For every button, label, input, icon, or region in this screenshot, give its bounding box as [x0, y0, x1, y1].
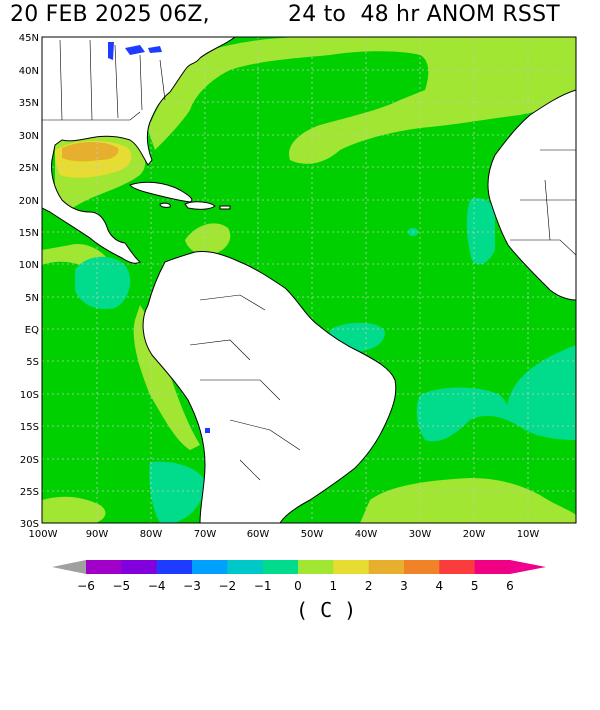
colorbar-swatch — [121, 560, 158, 574]
lat-label: 5S — [26, 357, 39, 368]
lat-label: 10S — [20, 390, 39, 401]
lat-label: 45N — [19, 33, 39, 44]
cuba — [129, 181, 193, 203]
lat-label: 35N — [19, 98, 39, 109]
africa — [487, 89, 576, 301]
lon-label: 80W — [140, 529, 163, 540]
colorbar-high-arrow — [510, 560, 546, 574]
lat-label: 20S — [20, 455, 39, 466]
colorbar-unit: ( C ) — [296, 598, 357, 622]
lat-label: 40N — [19, 66, 39, 77]
colorbar-swatch — [156, 560, 193, 574]
colorbar-swatch — [227, 560, 264, 574]
colorbar-tick-label: 6 — [506, 579, 514, 593]
lat-label: 30S — [20, 519, 39, 530]
lat-label: 15N — [19, 228, 39, 239]
colorbar-tick-label: −3 — [183, 579, 201, 593]
lat-label: EQ — [25, 325, 39, 336]
puerto-rico — [219, 205, 231, 210]
region-neg1-0-west-africa — [466, 198, 495, 265]
lon-label: 90W — [86, 529, 109, 540]
lake-titicaca — [205, 428, 210, 433]
colorbar-tick-label: 3 — [400, 579, 408, 593]
south-america — [142, 251, 397, 523]
colorbar: −6 −5 −4 −3 −2 −1 0 1 2 3 4 5 6 — [52, 560, 546, 593]
lon-label: 30W — [409, 529, 432, 540]
lon-label: 10W — [517, 529, 540, 540]
region-neg1-0-southeast-pacific — [149, 461, 205, 523]
longitude-axis: 100W 90W 80W 70W 60W 50W 40W 30W 20W 10W — [29, 529, 540, 540]
anomaly-map — [42, 37, 576, 523]
great-lakes-3 — [148, 46, 162, 53]
lakes — [108, 42, 210, 433]
region-1-2-south-atlantic — [360, 478, 576, 523]
region-neg1-0-pacific — [75, 256, 131, 310]
north-america — [42, 37, 236, 264]
lon-label: 70W — [194, 529, 217, 540]
colorbar-tick-label: 1 — [330, 579, 338, 593]
lon-label: 50W — [301, 529, 324, 540]
lon-label: 100W — [29, 529, 58, 540]
colorbar-tick-label: 5 — [471, 579, 479, 593]
lat-label: 25S — [20, 487, 39, 498]
colorbar-tick-label: −2 — [218, 579, 236, 593]
lat-label: 10N — [19, 260, 39, 271]
colorbar-tick-label: −1 — [254, 579, 272, 593]
colorbar-tick-label: 2 — [365, 579, 373, 593]
lon-label: 60W — [247, 529, 270, 540]
colorbar-swatch — [192, 560, 228, 574]
colorbar-swatch — [474, 560, 511, 574]
colorbar-swatches — [86, 560, 511, 574]
title-range: 24 to 48 hr ANOM RSST — [288, 2, 560, 27]
title-date: 20 FEB 2025 06Z, — [10, 2, 210, 27]
latitude-axis: 45N 40N 35N 30N 25N 20N 15N 10N 5N EQ 5S… — [19, 33, 39, 530]
colorbar-low-arrow — [52, 560, 86, 574]
lat-label: 20N — [19, 196, 39, 207]
jamaica — [159, 202, 171, 208]
colorbar-swatch — [368, 560, 405, 574]
colorbar-swatch — [439, 560, 476, 574]
colorbar-labels: −6 −5 −4 −3 −2 −1 0 1 2 3 4 5 6 — [77, 579, 514, 593]
country-borders — [42, 39, 576, 481]
colorbar-tick-label: −4 — [148, 579, 166, 593]
region-1-2-north-atlantic — [148, 37, 576, 164]
lat-label: 25N — [19, 163, 39, 174]
lat-label: 5N — [25, 293, 39, 304]
great-lakes-2 — [125, 45, 145, 55]
map-frame — [41, 36, 577, 524]
region-1-2-caribbean — [185, 223, 231, 256]
colorbar-swatch — [333, 560, 370, 574]
lat-label: 15S — [20, 422, 39, 433]
region-neg1-0-south-atlantic — [416, 345, 576, 442]
lon-label: 20W — [463, 529, 486, 540]
map-title: 20 FEB 2025 06Z, 24 to 48 hr ANOM RSST — [0, 2, 600, 32]
anom-neg1-0-regions — [75, 198, 576, 523]
colorbar-tick-label: −6 — [77, 579, 95, 593]
lon-label: 40W — [355, 529, 378, 540]
land-masses — [42, 37, 576, 523]
region-1-2-southwest-pacific — [42, 496, 106, 523]
colorbar-swatch — [86, 560, 122, 574]
colorbar-swatch — [404, 560, 440, 574]
great-lakes-1 — [108, 42, 114, 60]
colorbar-tick-label: −5 — [112, 579, 130, 593]
colorbar-swatch — [298, 560, 334, 574]
region-3-4-gulf — [62, 142, 119, 162]
colorbar-tick-label: 4 — [436, 579, 444, 593]
hispaniola — [184, 201, 216, 210]
colorbar-swatch — [262, 560, 299, 574]
colorbar-tick-label: 0 — [294, 579, 302, 593]
lat-label: 30N — [19, 131, 39, 142]
